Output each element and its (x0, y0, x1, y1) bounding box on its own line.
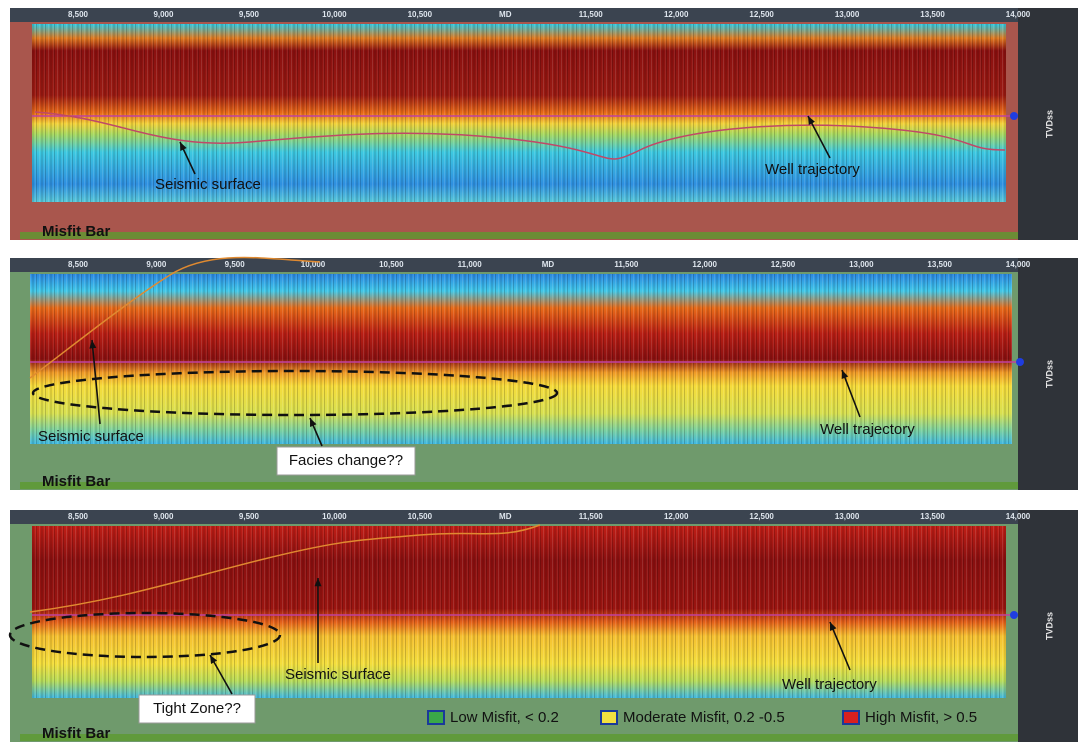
top-tick-label: 10,500 (379, 260, 404, 269)
top-tick-label: 10,000 (322, 512, 347, 521)
seismic-texture (32, 526, 1006, 698)
arrow-head (89, 340, 97, 349)
top-axis-strip (10, 8, 1018, 22)
arrow-shaft (841, 369, 861, 418)
seismic-texture (30, 274, 1012, 444)
top-tick-label: 8,500 (68, 512, 89, 521)
top-tick-label: MD (542, 260, 555, 269)
right-gutter (1018, 510, 1078, 742)
misfit-label: Misfit Bar (42, 473, 111, 490)
top-tick-label: 8,500 (68, 260, 89, 269)
depth-axis-label: TVDss (1044, 110, 1054, 138)
top-tick-label: 14,000 (1006, 10, 1031, 19)
arrow-head (314, 578, 322, 587)
top-tick-label: 12,000 (664, 10, 689, 19)
top-tick-label: 13,500 (920, 10, 945, 19)
arrow-head (829, 622, 837, 631)
top-tick-label: 9,000 (153, 512, 174, 521)
top-tick-label: 9,000 (146, 260, 167, 269)
legend-label: Low Misfit, < 0.2 (450, 709, 559, 726)
annotation-text: Seismic surface (285, 666, 391, 683)
top-tick-label: 13,000 (835, 10, 860, 19)
seismic-surface (29, 256, 321, 379)
arrow-head (210, 655, 218, 664)
top-tick-label: 13,500 (927, 260, 952, 269)
arrow-head (310, 418, 317, 427)
arrow-shaft (91, 339, 101, 425)
top-tick-label: 14,000 (1006, 512, 1031, 521)
misfit-bar (20, 734, 1018, 741)
well-marker (1010, 611, 1018, 619)
top-tick-label: 11,500 (579, 10, 604, 19)
annotation-text: Well trajectory (820, 421, 915, 438)
annotation-text: Well trajectory (782, 676, 877, 693)
annotation-text: Well trajectory (765, 161, 860, 178)
top-tick-label: 9,500 (225, 260, 246, 269)
top-tick-label: MD (499, 10, 512, 19)
annotation-text: Tight Zone?? (153, 700, 241, 717)
misfit-bar (20, 232, 1018, 239)
dashed-ellipse (31, 369, 559, 417)
misfit-label: Misfit Bar (42, 223, 111, 240)
misfit-bar (20, 482, 1018, 489)
annotation-text: Seismic surface (155, 176, 261, 193)
right-gutter (1018, 258, 1078, 490)
legend-swatch (427, 710, 445, 725)
top-tick-label: 12,000 (664, 512, 689, 521)
depth-axis-label: TVDss (1044, 612, 1054, 640)
annotation-box (276, 446, 416, 476)
top-tick-label: 13,500 (920, 512, 945, 521)
annotation-text: Seismic surface (38, 428, 144, 445)
top-tick-label: MD (499, 512, 512, 521)
legend-swatch (842, 710, 860, 725)
top-tick-label: 10,500 (408, 512, 433, 521)
top-tick-label: 10,000 (301, 260, 326, 269)
misfit-label: Misfit Bar (42, 725, 111, 742)
well-marker (1010, 112, 1018, 120)
arrow-head (841, 370, 849, 379)
top-tick-label: 13,000 (835, 512, 860, 521)
annotation-text: Facies change?? (289, 452, 403, 469)
arrow-head (180, 142, 187, 151)
annotation-box (138, 694, 256, 724)
top-tick-label: 8,500 (68, 10, 89, 19)
top-tick-label: 11,000 (458, 260, 483, 269)
top-tick-label: 12,500 (771, 260, 796, 269)
right-gutter (1018, 8, 1078, 240)
top-tick-label: 9,000 (153, 10, 174, 19)
depth-axis-label: TVDss (1044, 360, 1054, 388)
legend-label: High Misfit, > 0.5 (865, 709, 977, 726)
well-marker (1016, 358, 1024, 366)
seismic-surface (29, 524, 541, 613)
top-tick-label: 11,500 (579, 512, 604, 521)
legend-label: Moderate Misfit, 0.2 -0.5 (623, 709, 785, 726)
top-tick-label: 14,000 (1006, 260, 1031, 269)
arrow-shaft (829, 621, 851, 671)
top-axis-strip (10, 510, 1018, 524)
top-tick-label: 12,000 (692, 260, 717, 269)
top-tick-label: 9,500 (239, 512, 260, 521)
top-tick-label: 10,500 (408, 10, 433, 19)
top-tick-label: 11,500 (614, 260, 639, 269)
top-tick-label: 10,000 (322, 10, 347, 19)
seismic-surface (34, 111, 1006, 160)
top-tick-label: 13,000 (849, 260, 874, 269)
legend-swatch (600, 710, 618, 725)
dashed-ellipse (8, 611, 282, 659)
arrow-head (808, 116, 815, 125)
top-tick-label: 12,500 (749, 512, 774, 521)
top-tick-label: 12,500 (749, 10, 774, 19)
top-axis-strip (10, 258, 1018, 272)
top-tick-label: 9,500 (239, 10, 260, 19)
